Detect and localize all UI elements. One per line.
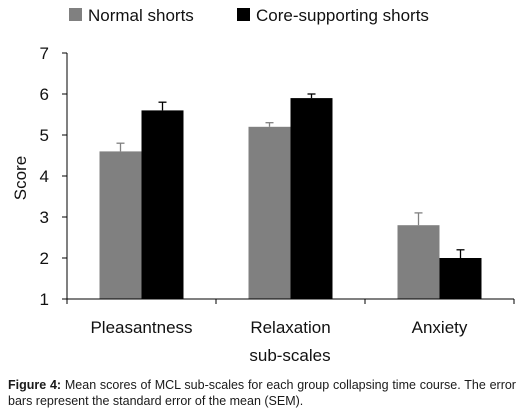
y-tick-label: 1	[40, 290, 49, 309]
legend: Normal shorts Core-supporting shorts	[69, 6, 429, 25]
x-tick-label: Anxiety	[412, 318, 468, 337]
bar	[141, 110, 184, 300]
axes: 1 2 3 4 5 6 7 Pleasantness Relaxation Anxiety	[40, 44, 515, 337]
x-tick-label: Pleasantness	[90, 318, 192, 337]
y-tick-label: 3	[40, 208, 49, 227]
bar	[248, 126, 291, 299]
x-tick-label: Relaxation	[250, 318, 330, 337]
bars	[99, 93, 482, 300]
caption-label: Figure 4:	[8, 378, 62, 392]
bar	[99, 151, 142, 299]
legend-swatch	[237, 8, 250, 21]
legend-label: Normal shorts	[88, 6, 194, 25]
x-axis-label: sub-scales	[249, 346, 330, 365]
caption-text: Mean scores of MCL sub-scales for each g…	[8, 378, 516, 408]
legend-label: Core-supporting shorts	[256, 6, 429, 25]
bar	[397, 225, 440, 299]
bar	[439, 258, 482, 299]
y-tick-label: 5	[40, 126, 49, 145]
legend-swatch	[69, 8, 82, 21]
y-tick-label: 2	[40, 249, 49, 268]
bar-chart: Normal shorts Core-supporting shorts 1 2 3 4…	[11, 6, 515, 365]
figure-caption: Figure 4: Mean scores of MCL sub-scales …	[8, 377, 516, 409]
y-tick-label: 7	[40, 44, 49, 63]
y-tick-label: 6	[40, 85, 49, 104]
y-tick-label: 4	[40, 167, 49, 186]
bar	[290, 98, 333, 299]
y-axis-label: Score	[11, 156, 30, 200]
